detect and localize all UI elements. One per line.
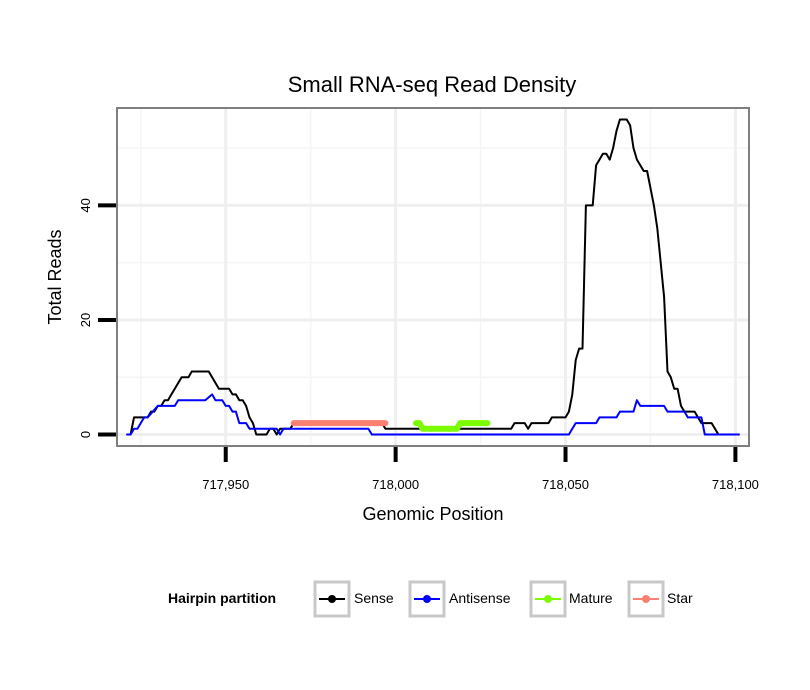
x-tick-label: 718,050	[542, 477, 589, 492]
legend-label-mature: Mature	[569, 590, 613, 606]
series-lines	[126, 118, 740, 436]
x-tick-label: 717,950	[202, 477, 249, 492]
x-tick-label: 718,100	[712, 477, 759, 492]
y-tick-label: 0	[78, 431, 93, 438]
y-tick-label: 20	[78, 313, 93, 327]
y-tick-label: 40	[78, 198, 93, 212]
x-axis-ticks: 717,950 718,000 718,050 718,100	[202, 447, 759, 492]
chart-title: Small RNA-seq Read Density	[288, 72, 577, 97]
legend-key-point	[642, 595, 650, 603]
legend-title: Hairpin partition	[168, 590, 276, 606]
legend-key-point	[423, 595, 431, 603]
series-line-antisense	[126, 393, 740, 436]
legend-label-sense: Sense	[354, 590, 394, 606]
y-axis-ticks: 0 20 40	[78, 198, 116, 438]
series-line-sense	[126, 118, 740, 436]
series-line-mature	[413, 420, 491, 432]
plot-border	[116, 107, 750, 447]
x-tick-label: 718,000	[372, 477, 419, 492]
x-axis-title: Genomic Position	[362, 504, 503, 524]
legend-key-point	[328, 595, 336, 603]
y-axis-title: Total Reads	[45, 229, 65, 324]
legend-label-antisense: Antisense	[449, 590, 511, 606]
legend: Hairpin partition Sense Antisense Mature St…	[168, 580, 693, 618]
legend-key-point	[544, 595, 552, 603]
legend-label-star: Star	[667, 590, 693, 606]
